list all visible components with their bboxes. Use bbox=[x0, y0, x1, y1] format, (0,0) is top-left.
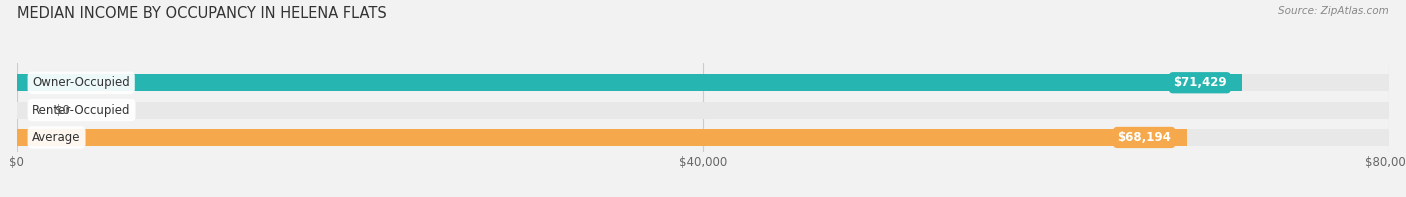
Text: $0: $0 bbox=[55, 104, 69, 117]
Text: $68,194: $68,194 bbox=[1118, 131, 1171, 144]
Text: Owner-Occupied: Owner-Occupied bbox=[32, 76, 131, 89]
Text: Source: ZipAtlas.com: Source: ZipAtlas.com bbox=[1278, 6, 1389, 16]
Text: MEDIAN INCOME BY OCCUPANCY IN HELENA FLATS: MEDIAN INCOME BY OCCUPANCY IN HELENA FLA… bbox=[17, 6, 387, 21]
Text: $71,429: $71,429 bbox=[1173, 76, 1226, 89]
Text: Renter-Occupied: Renter-Occupied bbox=[32, 104, 131, 117]
Bar bbox=[17, 74, 1389, 91]
Text: Average: Average bbox=[32, 131, 80, 144]
Bar bbox=[17, 129, 1389, 146]
Bar bbox=[17, 74, 1241, 91]
Bar bbox=[17, 102, 1389, 119]
Bar bbox=[17, 129, 1187, 146]
